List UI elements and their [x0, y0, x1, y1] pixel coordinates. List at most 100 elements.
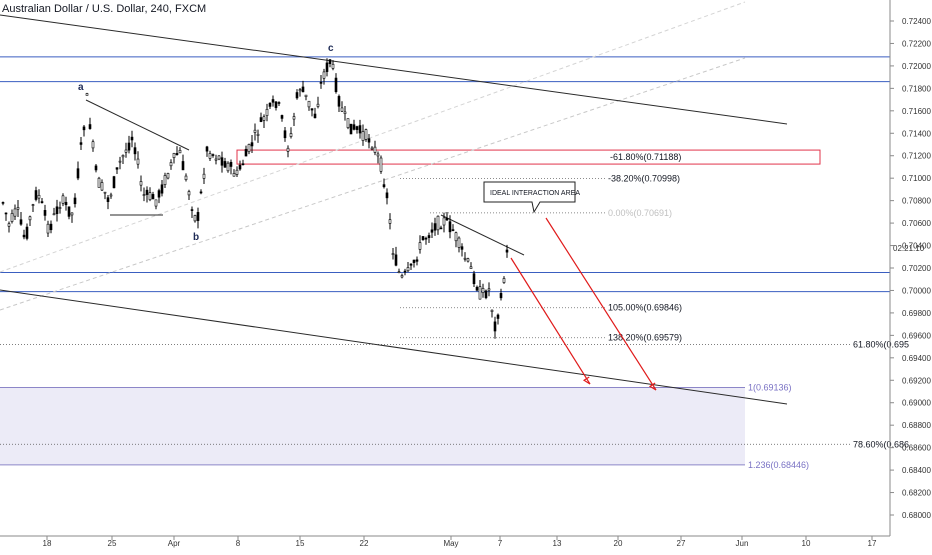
- x-tick-label: Jun: [736, 539, 749, 548]
- candle-body: [202, 173, 206, 179]
- candle-body: [463, 257, 467, 260]
- candle-body: [295, 92, 299, 99]
- projection-arrow: [545, 217, 657, 391]
- candle-body: [64, 201, 68, 206]
- candle-body: [49, 223, 53, 231]
- candle-body: [505, 249, 509, 253]
- candle-body: [421, 236, 425, 241]
- candle-body: [403, 270, 407, 273]
- candle-body: [232, 173, 236, 177]
- candle-body: [262, 116, 266, 121]
- candle-body: [112, 176, 116, 189]
- x-tick-label: Apr: [168, 539, 181, 548]
- y-tick-label: 0.69600: [902, 331, 931, 340]
- candle-body: [145, 189, 149, 195]
- fib-label: -61.80%(0.71188): [610, 152, 681, 162]
- y-tick-label: 0.69000: [902, 399, 931, 408]
- candle-body: [346, 118, 350, 128]
- candle-body: [352, 124, 356, 130]
- candle-body: [130, 136, 134, 141]
- x-tick-label: 10: [802, 539, 811, 548]
- x-tick-label: 13: [553, 539, 562, 548]
- candle-body: [439, 227, 443, 230]
- extension-label: 1(0.69136): [748, 382, 792, 392]
- clock-label: 02:21:10: [893, 244, 925, 253]
- candle-body: [259, 117, 263, 122]
- x-tick-label: 27: [677, 539, 686, 548]
- candle-body: [322, 71, 326, 79]
- candle-body: [61, 195, 65, 204]
- candle-body: [196, 212, 200, 221]
- y-tick-label: 0.68000: [902, 511, 931, 520]
- candle-body: [427, 235, 431, 239]
- candle-body: [148, 192, 152, 201]
- candle-body: [328, 59, 332, 65]
- candle-body: [466, 258, 470, 262]
- candle-body: [451, 229, 455, 231]
- candle-body: [340, 107, 344, 112]
- y-tick-label: 0.71400: [902, 129, 931, 138]
- fib-box: [236, 149, 821, 165]
- candle-body: [193, 215, 197, 222]
- fib-label: 105.00%(0.69846): [608, 303, 682, 313]
- y-tick-label: 0.68600: [902, 444, 931, 453]
- candle-body: [175, 153, 179, 156]
- candle-body: [376, 153, 380, 157]
- candle-body: [334, 77, 338, 92]
- candle-body: [241, 163, 245, 166]
- y-tick-label: 0.69400: [902, 354, 931, 363]
- candle-body: [205, 146, 209, 152]
- candle-body: [79, 142, 83, 145]
- candle-body: [289, 133, 293, 137]
- candle-body: [433, 223, 437, 231]
- fib-label: -38.20%(0.70998): [608, 173, 680, 183]
- callout: IDEAL INTERACTION AREA: [483, 181, 580, 214]
- candle-body: [337, 96, 341, 107]
- candle-body: [142, 194, 146, 196]
- candle-body: [307, 100, 311, 108]
- candle-body: [253, 129, 257, 133]
- candle-body: [349, 123, 353, 135]
- candle-body: [211, 154, 215, 156]
- arrow-head: [648, 382, 657, 391]
- candle-body: [472, 273, 476, 285]
- candle-body: [469, 266, 473, 269]
- candle-body: [394, 254, 398, 266]
- candle-body: [37, 194, 41, 199]
- candle-body: [418, 242, 422, 250]
- candle-body: [40, 201, 44, 204]
- candle-body: [490, 309, 494, 312]
- wave-label: c: [328, 43, 334, 54]
- x-tick-label: 18: [43, 539, 52, 548]
- candle-body: [448, 221, 452, 233]
- x-tick-label: 22: [360, 539, 369, 548]
- candle-body: [220, 157, 224, 166]
- candle-body: [280, 115, 284, 119]
- candle-body: [268, 102, 272, 107]
- candle-body: [283, 130, 287, 139]
- candle-body: [100, 182, 104, 191]
- candle-body: [424, 237, 428, 240]
- trendline: [85, 99, 190, 151]
- candle-body: [124, 149, 128, 153]
- candle-body: [361, 131, 365, 141]
- candle-body: [430, 229, 434, 233]
- candle-body: [478, 286, 482, 300]
- candle-body: [367, 138, 371, 143]
- candle-body: [277, 102, 281, 104]
- candle-body: [184, 175, 188, 180]
- candle-body: [223, 161, 227, 168]
- candle-body: [286, 147, 290, 152]
- candle-body: [70, 212, 74, 216]
- candle-body: [499, 293, 503, 299]
- y-tick-label: 0.70400: [902, 242, 931, 251]
- y-tick-label: 0.70600: [902, 219, 931, 228]
- arrow-head: [582, 376, 591, 385]
- candle-body: [493, 321, 497, 332]
- candle-body: [313, 113, 317, 119]
- candle-body: [382, 184, 386, 188]
- y-tick-label: 0.71800: [902, 84, 931, 93]
- candle-body: [1, 202, 5, 204]
